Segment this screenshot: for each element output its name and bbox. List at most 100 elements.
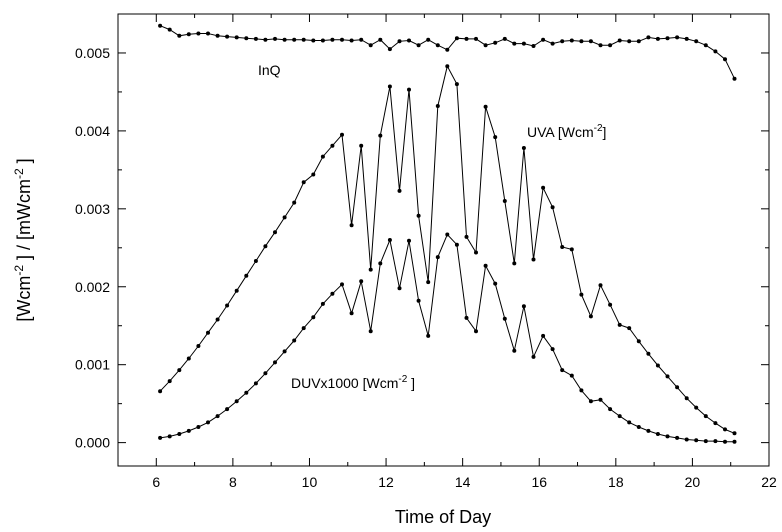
data-point-duv — [694, 438, 699, 443]
data-point-duv — [177, 432, 182, 436]
data-point-uva — [579, 292, 584, 297]
data-point-uva — [196, 344, 201, 348]
data-point-duv — [397, 286, 402, 291]
data-point-inq — [665, 36, 670, 41]
data-point-duv — [655, 432, 660, 436]
data-point-inq — [234, 35, 239, 40]
data-point-inq — [359, 37, 364, 42]
series-uva — [158, 64, 737, 436]
data-point-duv — [320, 301, 325, 306]
data-point-inq — [253, 36, 258, 41]
data-point-inq — [694, 39, 699, 44]
data-point-uva — [445, 64, 450, 69]
data-point-inq — [579, 39, 584, 44]
data-point-inq — [186, 32, 191, 37]
x-tick-label: 6 — [152, 474, 160, 490]
data-point-duv — [608, 407, 613, 412]
data-point-uva — [588, 314, 593, 319]
data-point-duv — [263, 371, 268, 376]
data-point-inq — [588, 39, 593, 44]
data-point-inq — [569, 38, 574, 43]
data-point-uva — [550, 205, 555, 210]
data-point-uva — [636, 339, 641, 344]
data-point-uva — [387, 84, 392, 89]
data-point-uva — [215, 317, 220, 322]
x-tick-label: 8 — [229, 474, 237, 490]
data-point-duv — [349, 311, 354, 316]
data-point-uva — [292, 200, 297, 205]
data-point-duv — [368, 329, 373, 334]
data-point-uva — [694, 405, 699, 410]
data-point-inq — [541, 37, 546, 42]
x-tick-label: 12 — [378, 474, 394, 490]
data-point-duv — [340, 282, 344, 287]
data-point-duv — [665, 434, 670, 439]
data-point-duv — [387, 238, 392, 242]
data-point-duv — [569, 373, 574, 378]
data-point-inq — [512, 41, 517, 46]
data-point-inq — [167, 27, 172, 32]
data-point-duv — [474, 329, 478, 334]
series-line-inq — [159, 25, 735, 79]
data-point-uva — [521, 146, 526, 150]
data-point-inq — [636, 39, 641, 44]
data-point-inq — [158, 23, 163, 28]
data-point-inq — [273, 36, 277, 41]
data-point-uva — [330, 143, 335, 148]
data-point-duv — [579, 388, 584, 393]
data-point-inq — [502, 36, 507, 41]
y-axis-title: [Wcm-2 ] / [mWcm-2 ] — [12, 158, 34, 321]
series-label-uva: UVA [Wcm-2] — [527, 123, 606, 140]
data-point-uva — [627, 326, 632, 331]
data-point-uva — [464, 234, 469, 239]
data-point-uva — [407, 87, 411, 92]
data-point-uva — [502, 199, 507, 203]
data-point-uva — [368, 267, 373, 272]
data-point-inq — [454, 36, 459, 41]
data-point-duv — [426, 333, 431, 338]
data-point-duv — [311, 315, 316, 320]
data-point-uva — [665, 374, 670, 379]
data-point-duv — [723, 439, 727, 444]
data-point-uva — [608, 302, 613, 307]
data-point-inq — [617, 38, 622, 43]
data-point-inq — [713, 49, 718, 54]
data-point-inq — [292, 37, 297, 42]
data-point-duv — [464, 315, 469, 320]
data-point-duv — [359, 279, 364, 284]
data-point-duv — [502, 316, 507, 321]
data-point-duv — [167, 434, 172, 439]
data-point-uva — [512, 261, 517, 266]
data-point-duv — [675, 435, 680, 440]
data-point-inq — [598, 43, 603, 48]
data-point-duv — [292, 338, 297, 343]
data-point-duv — [617, 414, 622, 419]
data-point-duv — [684, 437, 689, 442]
x-tick-label: 22 — [761, 474, 777, 490]
data-point-inq — [560, 39, 565, 44]
data-point-inq — [320, 38, 325, 43]
x-tick-label: 18 — [608, 474, 624, 490]
data-point-duv — [588, 399, 593, 404]
data-point-inq — [225, 34, 230, 39]
data-point-uva — [569, 247, 574, 252]
data-point-inq — [177, 33, 182, 38]
data-point-uva — [349, 223, 354, 228]
data-point-uva — [253, 259, 258, 263]
y-tick-label: 0.001 — [75, 357, 110, 373]
data-point-uva — [244, 273, 249, 278]
x-axis: 6 8 10 12 14 16 18 20 22 — [117, 14, 777, 490]
data-point-uva — [426, 280, 431, 285]
data-point-duv — [598, 397, 603, 402]
data-point-inq — [368, 43, 373, 48]
data-point-duv — [531, 354, 536, 359]
data-point-duv — [301, 326, 306, 331]
data-point-duv — [244, 390, 249, 395]
x-axis-title: Time of Day — [395, 507, 491, 527]
data-point-uva — [416, 213, 421, 218]
data-point-duv — [158, 435, 163, 440]
data-point-duv — [378, 261, 383, 266]
data-point-uva — [732, 431, 737, 436]
series-inq — [158, 23, 737, 81]
series-duv — [158, 232, 737, 444]
